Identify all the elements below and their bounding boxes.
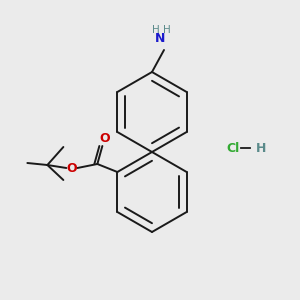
Text: O: O <box>66 161 77 175</box>
Text: H: H <box>152 25 160 35</box>
Text: N: N <box>155 32 165 44</box>
Text: O: O <box>99 133 110 146</box>
Text: H: H <box>256 142 266 154</box>
Text: Cl: Cl <box>226 142 239 154</box>
Text: H: H <box>163 25 171 35</box>
